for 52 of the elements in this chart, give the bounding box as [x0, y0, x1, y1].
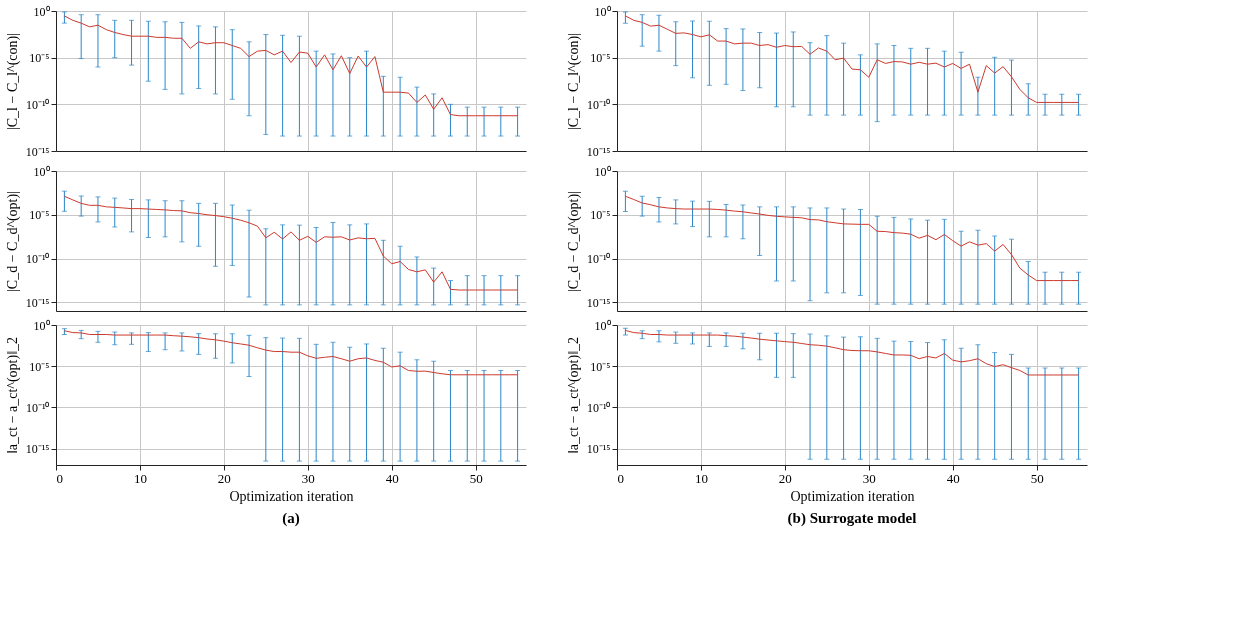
- y-tick-label: 10⁻¹⁵: [25, 295, 50, 310]
- y-axis-title: ‖a_ct − a_ct^(opt)‖_2: [565, 336, 582, 455]
- y-tick-label: 10⁰: [594, 4, 611, 19]
- y-axis-title: |C_l − C_l^(con)|: [4, 32, 21, 131]
- y-tick-label: 10⁻¹⁰: [586, 400, 611, 415]
- x-tick-label: 50: [469, 470, 483, 486]
- x-axis-title: Optimization iteration: [229, 488, 354, 504]
- y-tick-label: 10⁻⁵: [29, 51, 50, 66]
- x-tick-label: 50: [1030, 470, 1044, 486]
- x-tick-label: 30: [301, 470, 315, 486]
- x-axis-title: Optimization iteration: [790, 488, 915, 504]
- y-tick-label: 10⁻¹⁵: [25, 144, 50, 159]
- y-tick-label: 10⁻¹⁰: [25, 252, 50, 266]
- y-axis-title: |C_d − C_d^(opt)|: [565, 191, 582, 292]
- y-tick-label: 10⁰: [33, 318, 50, 333]
- y-tick-label: 10⁻⁵: [29, 359, 50, 374]
- y-axis-title: |C_l − C_l^(con)|: [565, 32, 582, 131]
- x-tick-label: 0: [617, 470, 624, 486]
- y-tick-label: 10⁻⁵: [590, 359, 611, 374]
- line-series: [624, 329, 1080, 376]
- y-tick-label: 10⁻¹⁰: [586, 252, 611, 266]
- y-axis-title: |C_d − C_d^(opt)|: [4, 191, 21, 292]
- y-tick-label: 10⁰: [594, 318, 611, 333]
- y-tick-label: 10⁻¹⁵: [586, 442, 611, 457]
- y-tick-label: 10⁻¹⁰: [25, 400, 50, 415]
- y-tick-label: 10⁻¹⁰: [586, 97, 611, 112]
- x-tick-label: 0: [56, 470, 63, 486]
- y-tick-label: 10⁰: [33, 164, 50, 179]
- y-tick-label: 10⁰: [594, 164, 611, 179]
- y-tick-label: 10⁻¹⁵: [586, 295, 611, 310]
- y-tick-label: 10⁻¹⁵: [25, 442, 50, 457]
- text: (b) Surrogate model: [787, 510, 917, 527]
- y-tick-label: 10⁻⁵: [590, 51, 611, 66]
- line-series: [624, 15, 1080, 103]
- line-series: [63, 15, 519, 117]
- y-tick-label: 10⁻¹⁰: [25, 97, 50, 112]
- y-tick-label: 10⁻⁵: [29, 208, 50, 223]
- y-tick-label: 10⁻¹⁵: [586, 144, 611, 159]
- x-tick-label: 40: [946, 470, 960, 486]
- x-tick-label: 10: [133, 470, 147, 486]
- y-tick-label: 10⁰: [33, 4, 50, 19]
- x-tick-label: 10: [694, 470, 708, 486]
- x-tick-label: 30: [862, 470, 876, 486]
- x-tick-label: 20: [217, 470, 231, 486]
- line-series: [63, 195, 519, 291]
- text: (a): [282, 510, 300, 527]
- y-axis-title: ‖a_ct − a_ct^(opt)‖_2: [4, 336, 21, 455]
- y-tick-label: 10⁻⁵: [590, 208, 611, 223]
- line-series: [63, 330, 519, 376]
- line-series: [624, 195, 1080, 282]
- x-tick-label: 40: [385, 470, 399, 486]
- x-tick-label: 20: [778, 470, 792, 486]
